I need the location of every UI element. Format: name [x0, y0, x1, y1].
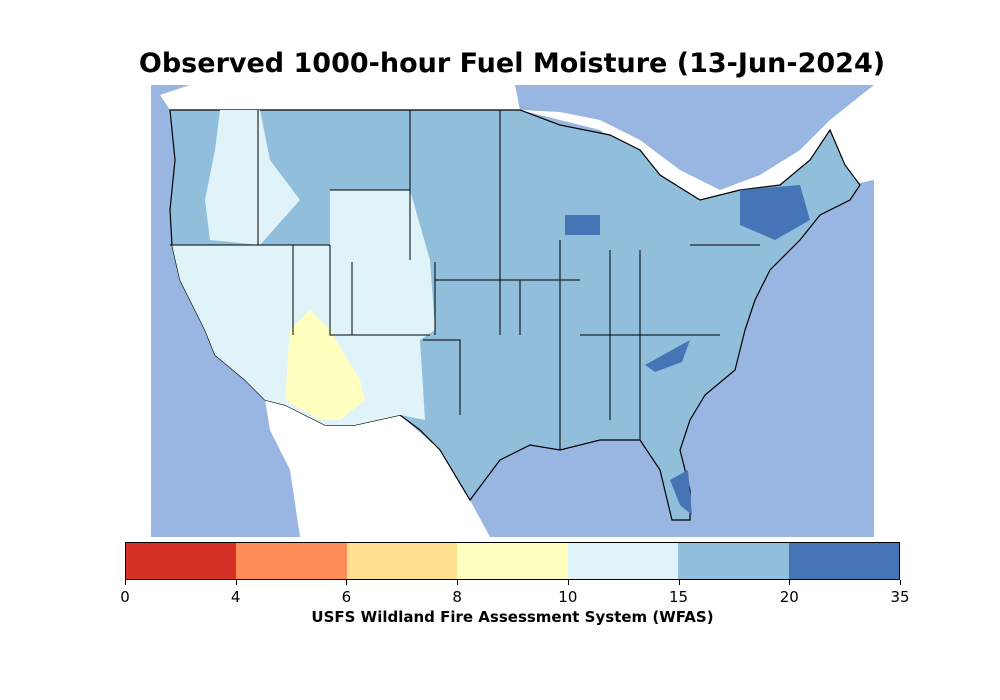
colorbar-bin-0-4: [126, 543, 237, 579]
wisconsin-20-35: [565, 215, 600, 235]
state-borders: [170, 110, 760, 450]
colorbar-bin-15-20: [678, 543, 789, 579]
colorbar-tick-mark: [900, 580, 901, 585]
colorbar-bin-10-15: [567, 543, 679, 579]
colorbar-tick-mark: [789, 580, 791, 585]
colorbar-tick-mark: [678, 580, 680, 585]
colorbar-tick-label: 6: [341, 588, 352, 606]
colorbar-tick-mark: [457, 580, 459, 585]
canada-land: [160, 85, 874, 200]
west-10-15: [172, 190, 435, 425]
map-title: Observed 1000-hour Fuel Moisture (13-Jun…: [138, 48, 886, 79]
colorbar-tick-label: 15: [669, 588, 689, 606]
colorbar-tick-label: 8: [452, 588, 462, 606]
colorbar-tick-label: 10: [558, 588, 578, 606]
florida-20-35: [670, 470, 692, 515]
colorbar-tick-label: 35: [890, 588, 910, 606]
colorbar-tick-mark: [346, 580, 348, 585]
idaho-10-15: [205, 110, 300, 245]
colorbar-tick-label: 0: [120, 588, 130, 606]
colorbar-label: USFS Wildland Fire Assessment System (WF…: [311, 608, 714, 626]
colorbar-tick-label: 4: [230, 588, 241, 606]
colorbar-bin-8-10: [457, 543, 568, 579]
colorbar-tick-label: 20: [779, 588, 799, 606]
colorbar-bin-6-8: [346, 543, 458, 579]
colorbar-tick-mark: [125, 580, 126, 585]
colorbar-bin-20-35: [788, 543, 899, 579]
colorbar-bin-4-6: [236, 543, 347, 579]
colorbar-tick-mark: [567, 580, 569, 585]
newengland-20-35: [740, 185, 810, 240]
mexico-land: [265, 400, 490, 537]
appalachia-20-35: [645, 340, 690, 372]
arizona-8-10: [285, 310, 365, 420]
colorbar-tick-mark: [235, 580, 237, 585]
colorbar: [125, 542, 900, 580]
